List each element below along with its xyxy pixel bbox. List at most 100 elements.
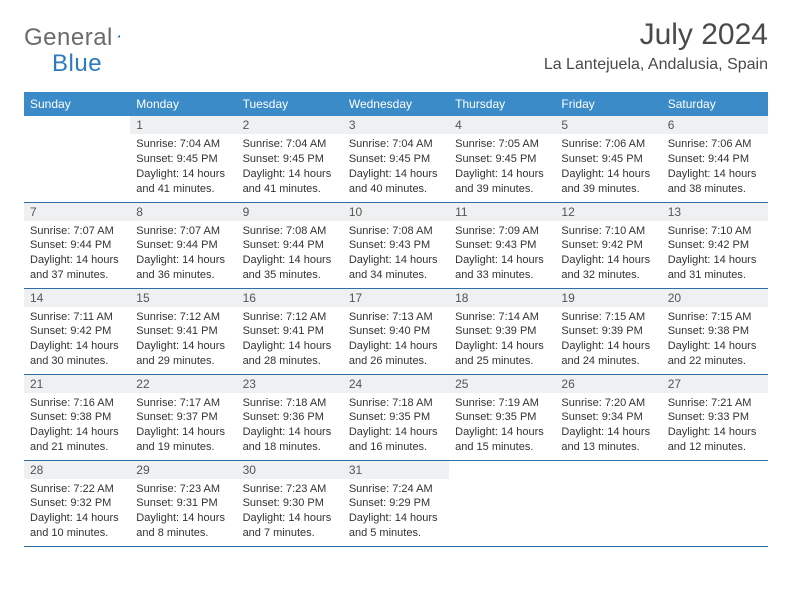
sunrise-text: Sunrise: 7:22 AM: [30, 482, 124, 497]
day-number: 5: [555, 116, 661, 134]
sunset-text: Sunset: 9:37 PM: [136, 410, 230, 425]
day-cell-empty: ..: [449, 460, 555, 546]
day-number: 1: [130, 116, 236, 134]
sunset-text: Sunset: 9:45 PM: [349, 152, 443, 167]
day-cell-16: 16Sunrise: 7:12 AMSunset: 9:41 PMDayligh…: [237, 288, 343, 374]
sunrise-text: Sunrise: 7:04 AM: [349, 137, 443, 152]
day-number: 13: [662, 203, 768, 221]
sunset-text: Sunset: 9:36 PM: [243, 410, 337, 425]
sunrise-text: Sunrise: 7:12 AM: [136, 310, 230, 325]
sunset-text: Sunset: 9:44 PM: [30, 238, 124, 253]
sunset-text: Sunset: 9:30 PM: [243, 496, 337, 511]
day-cell-15: 15Sunrise: 7:12 AMSunset: 9:41 PMDayligh…: [130, 288, 236, 374]
day-details: Sunrise: 7:21 AMSunset: 9:33 PMDaylight:…: [662, 393, 768, 459]
week-row: 14Sunrise: 7:11 AMSunset: 9:42 PMDayligh…: [24, 288, 768, 374]
day-cell-empty: ..: [662, 460, 768, 546]
calendar-head: SundayMondayTuesdayWednesdayThursdayFrid…: [24, 92, 768, 116]
day-details: Sunrise: 7:17 AMSunset: 9:37 PMDaylight:…: [130, 393, 236, 459]
day-number: 22: [130, 375, 236, 393]
daylight-text: Daylight: 14 hours and 41 minutes.: [243, 167, 337, 197]
sunset-text: Sunset: 9:33 PM: [668, 410, 762, 425]
weekday-wednesday: Wednesday: [343, 92, 449, 116]
weekday-friday: Friday: [555, 92, 661, 116]
daylight-text: Daylight: 14 hours and 25 minutes.: [455, 339, 549, 369]
daylight-text: Daylight: 14 hours and 31 minutes.: [668, 253, 762, 283]
week-row: 7Sunrise: 7:07 AMSunset: 9:44 PMDaylight…: [24, 202, 768, 288]
sunrise-text: Sunrise: 7:16 AM: [30, 396, 124, 411]
sunset-text: Sunset: 9:44 PM: [136, 238, 230, 253]
title-block: July 2024 La Lantejuela, Andalusia, Spai…: [544, 18, 768, 74]
sunset-text: Sunset: 9:40 PM: [349, 324, 443, 339]
day-details: Sunrise: 7:10 AMSunset: 9:42 PMDaylight:…: [662, 221, 768, 287]
sunrise-text: Sunrise: 7:09 AM: [455, 224, 549, 239]
day-cell-18: 18Sunrise: 7:14 AMSunset: 9:39 PMDayligh…: [449, 288, 555, 374]
day-details: Sunrise: 7:08 AMSunset: 9:44 PMDaylight:…: [237, 221, 343, 287]
calendar-page: General July 2024 La Lantejuela, Andalus…: [0, 0, 792, 565]
day-number: 30: [237, 461, 343, 479]
day-cell-8: 8Sunrise: 7:07 AMSunset: 9:44 PMDaylight…: [130, 202, 236, 288]
daylight-text: Daylight: 14 hours and 28 minutes.: [243, 339, 337, 369]
day-details: Sunrise: 7:04 AMSunset: 9:45 PMDaylight:…: [237, 134, 343, 200]
sunset-text: Sunset: 9:42 PM: [668, 238, 762, 253]
sunrise-text: Sunrise: 7:10 AM: [668, 224, 762, 239]
day-cell-7: 7Sunrise: 7:07 AMSunset: 9:44 PMDaylight…: [24, 202, 130, 288]
daylight-text: Daylight: 14 hours and 39 minutes.: [561, 167, 655, 197]
day-number: 31: [343, 461, 449, 479]
day-details: Sunrise: 7:19 AMSunset: 9:35 PMDaylight:…: [449, 393, 555, 459]
day-details: Sunrise: 7:14 AMSunset: 9:39 PMDaylight:…: [449, 307, 555, 373]
day-details: Sunrise: 7:13 AMSunset: 9:40 PMDaylight:…: [343, 307, 449, 373]
sunset-text: Sunset: 9:45 PM: [561, 152, 655, 167]
day-details: Sunrise: 7:07 AMSunset: 9:44 PMDaylight:…: [130, 221, 236, 287]
daylight-text: Daylight: 14 hours and 12 minutes.: [668, 425, 762, 455]
daylight-text: Daylight: 14 hours and 5 minutes.: [349, 511, 443, 541]
day-details: Sunrise: 7:06 AMSunset: 9:45 PMDaylight:…: [555, 134, 661, 200]
sunset-text: Sunset: 9:32 PM: [30, 496, 124, 511]
day-number: 29: [130, 461, 236, 479]
day-number: 24: [343, 375, 449, 393]
day-number: 10: [343, 203, 449, 221]
week-row: 28Sunrise: 7:22 AMSunset: 9:32 PMDayligh…: [24, 460, 768, 546]
sunset-text: Sunset: 9:41 PM: [243, 324, 337, 339]
day-cell-empty: ..: [555, 460, 661, 546]
day-number: 21: [24, 375, 130, 393]
sunrise-text: Sunrise: 7:07 AM: [136, 224, 230, 239]
day-number: 6: [662, 116, 768, 134]
week-row: ..1Sunrise: 7:04 AMSunset: 9:45 PMDaylig…: [24, 116, 768, 202]
sunset-text: Sunset: 9:43 PM: [349, 238, 443, 253]
day-number: 19: [555, 289, 661, 307]
sunset-text: Sunset: 9:39 PM: [455, 324, 549, 339]
daylight-text: Daylight: 14 hours and 8 minutes.: [136, 511, 230, 541]
brand-name-blue: Blue: [52, 50, 102, 78]
daylight-text: Daylight: 14 hours and 33 minutes.: [455, 253, 549, 283]
daylight-text: Daylight: 14 hours and 13 minutes.: [561, 425, 655, 455]
sunset-text: Sunset: 9:42 PM: [561, 238, 655, 253]
day-cell-5: 5Sunrise: 7:06 AMSunset: 9:45 PMDaylight…: [555, 116, 661, 202]
day-number: 15: [130, 289, 236, 307]
day-number: 7: [24, 203, 130, 221]
daylight-text: Daylight: 14 hours and 38 minutes.: [668, 167, 762, 197]
day-number: 27: [662, 375, 768, 393]
calendar-table: SundayMondayTuesdayWednesdayThursdayFrid…: [24, 92, 768, 547]
sunrise-text: Sunrise: 7:07 AM: [30, 224, 124, 239]
day-cell-20: 20Sunrise: 7:15 AMSunset: 9:38 PMDayligh…: [662, 288, 768, 374]
day-details: Sunrise: 7:23 AMSunset: 9:30 PMDaylight:…: [237, 479, 343, 545]
day-number: 26: [555, 375, 661, 393]
daylight-text: Daylight: 14 hours and 40 minutes.: [349, 167, 443, 197]
daylight-text: Daylight: 14 hours and 16 minutes.: [349, 425, 443, 455]
daylight-text: Daylight: 14 hours and 21 minutes.: [30, 425, 124, 455]
day-details: Sunrise: 7:10 AMSunset: 9:42 PMDaylight:…: [555, 221, 661, 287]
day-number: 20: [662, 289, 768, 307]
day-details: Sunrise: 7:22 AMSunset: 9:32 PMDaylight:…: [24, 479, 130, 545]
weekday-thursday: Thursday: [449, 92, 555, 116]
day-details: Sunrise: 7:12 AMSunset: 9:41 PMDaylight:…: [130, 307, 236, 373]
sunrise-text: Sunrise: 7:08 AM: [349, 224, 443, 239]
daylight-text: Daylight: 14 hours and 30 minutes.: [30, 339, 124, 369]
brand-name-gray: General: [24, 24, 113, 52]
sunrise-text: Sunrise: 7:04 AM: [136, 137, 230, 152]
daylight-text: Daylight: 14 hours and 19 minutes.: [136, 425, 230, 455]
day-number: 9: [237, 203, 343, 221]
day-number: 28: [24, 461, 130, 479]
day-cell-1: 1Sunrise: 7:04 AMSunset: 9:45 PMDaylight…: [130, 116, 236, 202]
day-number: 18: [449, 289, 555, 307]
day-details: Sunrise: 7:04 AMSunset: 9:45 PMDaylight:…: [130, 134, 236, 200]
